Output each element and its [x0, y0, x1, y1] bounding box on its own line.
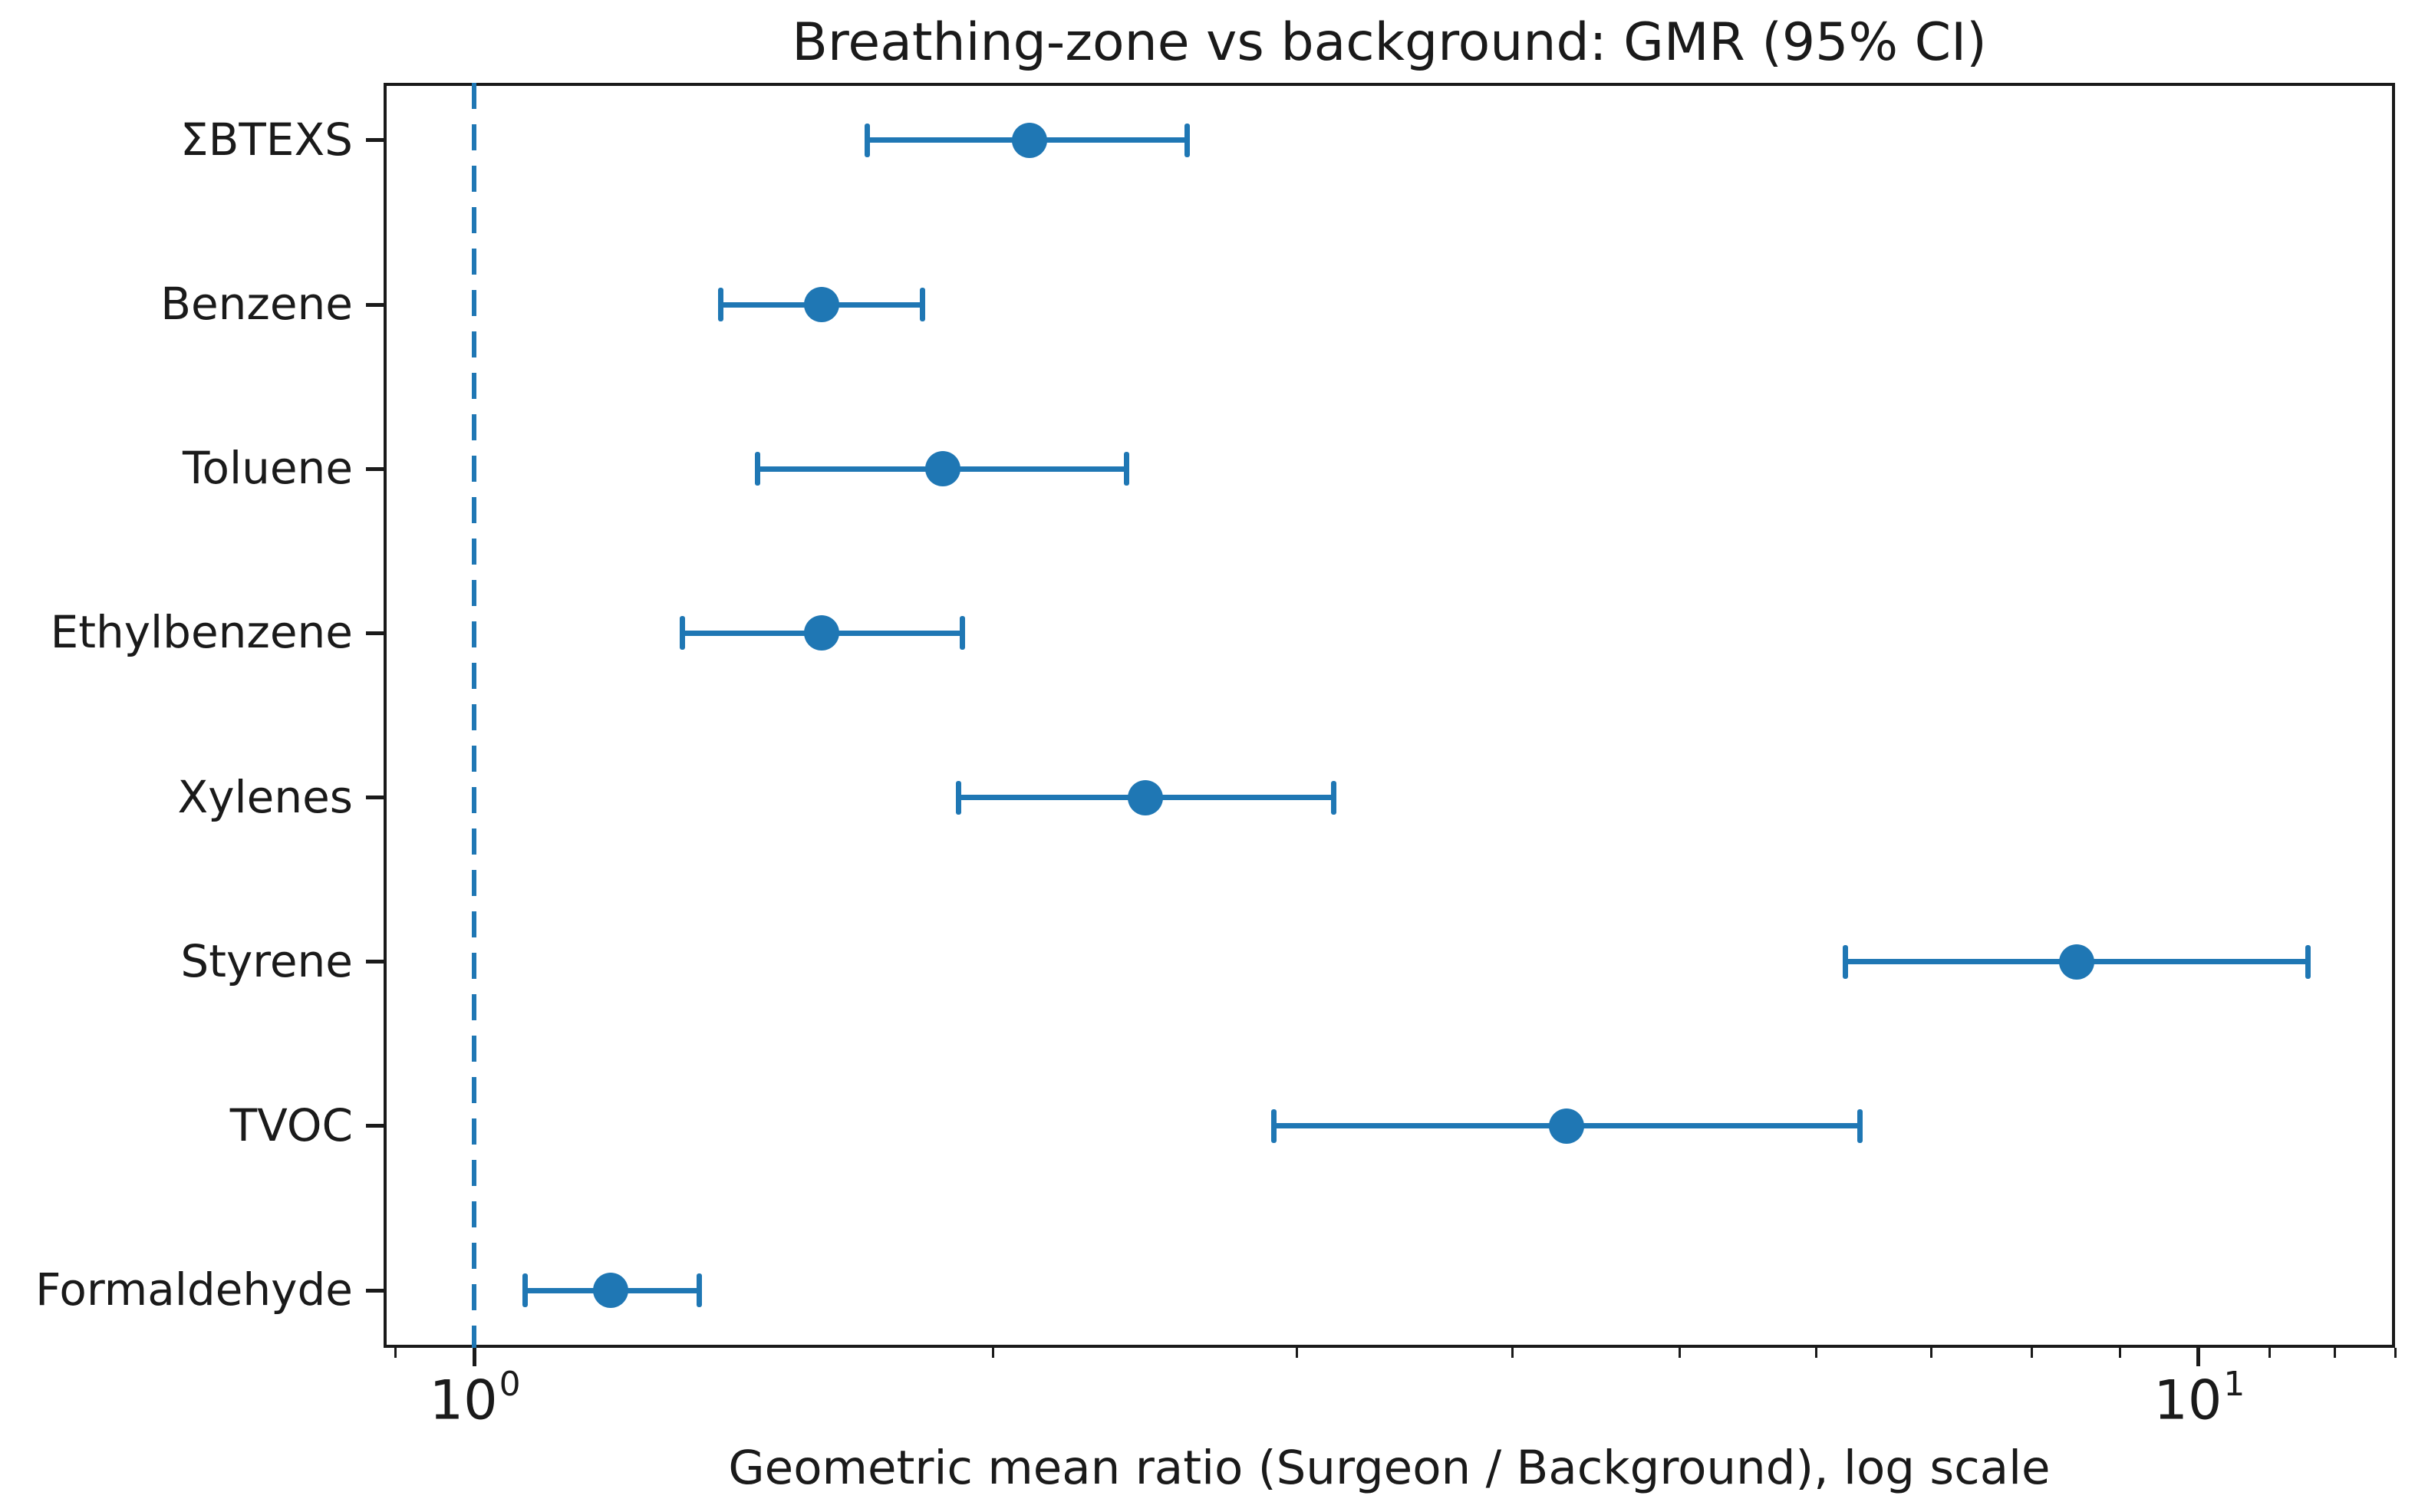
y-tick-label: Benzene [160, 278, 353, 331]
y-tick-label: ΣBTEXS [180, 114, 353, 166]
point-marker [2059, 944, 2095, 980]
ci-cap-low [755, 452, 761, 486]
reference-line-gmr-1 [472, 83, 477, 1348]
x-minor-tick [2268, 1348, 2272, 1358]
ci-cap-low [679, 616, 685, 651]
x-minor-tick [1511, 1348, 1514, 1358]
x-tick-label: 100 [429, 1365, 521, 1432]
x-major-tick [2196, 1348, 2201, 1366]
x-tick-exponent: 1 [2223, 1365, 2245, 1404]
y-tick [366, 1124, 384, 1128]
point-marker [803, 615, 839, 651]
chart-title: Breathing-zone vs background: GMR (95% C… [792, 12, 1987, 73]
point-marker [1127, 779, 1163, 815]
y-tick-label: Toluene [182, 442, 353, 495]
ci-cap-low [718, 288, 724, 322]
ci-cap-low [956, 780, 962, 815]
y-tick [366, 631, 384, 635]
axes-spines [384, 83, 2395, 1348]
x-axis-label: Geometric mean ratio (Surgeon / Backgrou… [728, 1441, 2051, 1495]
ci-cap-low [1843, 944, 1849, 979]
y-tick-label: Styrene [180, 934, 353, 987]
y-tick-label: Ethylbenzene [50, 606, 353, 659]
x-minor-tick [2118, 1348, 2121, 1358]
x-minor-tick [1296, 1348, 1299, 1358]
x-minor-tick [2030, 1348, 2033, 1358]
x-minor-tick [992, 1348, 995, 1358]
plot-area: 100 101 [366, 83, 2397, 1427]
x-minor-tick [394, 1348, 397, 1358]
ci-cap-low [864, 123, 870, 157]
y-tick [366, 466, 384, 471]
point-marker [925, 451, 961, 487]
ci-cap-high [960, 616, 966, 651]
x-minor-tick [1814, 1348, 1817, 1358]
ci-cap-high [1330, 780, 1336, 815]
y-tick [366, 302, 384, 307]
y-tick-label: TVOC [229, 1099, 353, 1152]
x-minor-tick [1678, 1348, 1681, 1358]
point-marker [593, 1273, 629, 1309]
x-major-tick [472, 1348, 476, 1366]
y-tick-label: Xylenes [177, 770, 353, 823]
y-tick-label: Formaldehyde [35, 1263, 353, 1316]
x-tick-exponent: 0 [499, 1365, 521, 1404]
x-minor-tick [2334, 1348, 2337, 1358]
x-minor-tick [1930, 1348, 1933, 1358]
y-tick [366, 138, 384, 143]
ci-cap-high [1857, 1108, 1863, 1143]
ci-cap-high [2305, 944, 2311, 979]
point-marker [803, 287, 839, 323]
ci-cap-high [1124, 452, 1130, 486]
x-minor-tick [2394, 1348, 2397, 1358]
ci-cap-high [1184, 123, 1190, 157]
x-tick-label: 101 [2153, 1365, 2245, 1432]
ci-cap-high [696, 1273, 702, 1308]
ci-cap-low [522, 1273, 528, 1308]
y-tick [366, 796, 384, 800]
point-marker [1012, 122, 1048, 158]
ci-cap-low [1271, 1108, 1277, 1143]
ci-cap-high [920, 288, 926, 322]
y-tick [366, 960, 384, 964]
point-marker [1549, 1108, 1585, 1144]
y-tick [366, 1288, 384, 1293]
